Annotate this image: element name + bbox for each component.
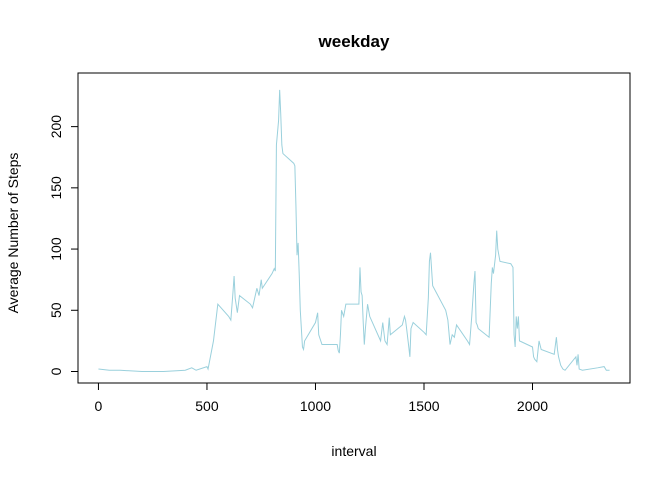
- y-tick-label: 150: [48, 176, 64, 200]
- data-line: [98, 89, 610, 372]
- y-tick-label: 200: [48, 115, 64, 139]
- x-axis-label: interval: [331, 443, 376, 459]
- y-tick-label: 100: [48, 237, 64, 261]
- x-tick-label: 1500: [408, 398, 439, 414]
- chart-title: weekday: [318, 32, 390, 51]
- x-tick-label: 500: [195, 398, 219, 414]
- y-axis-label: Average Number of Steps: [5, 153, 21, 314]
- x-tick-label: 2000: [517, 398, 548, 414]
- y-tick-label: 0: [48, 367, 64, 375]
- plot-box: [77, 72, 631, 384]
- x-tick-label: 1000: [300, 398, 331, 414]
- y-tick-label: 50: [48, 302, 64, 318]
- x-tick-label: 0: [95, 398, 103, 414]
